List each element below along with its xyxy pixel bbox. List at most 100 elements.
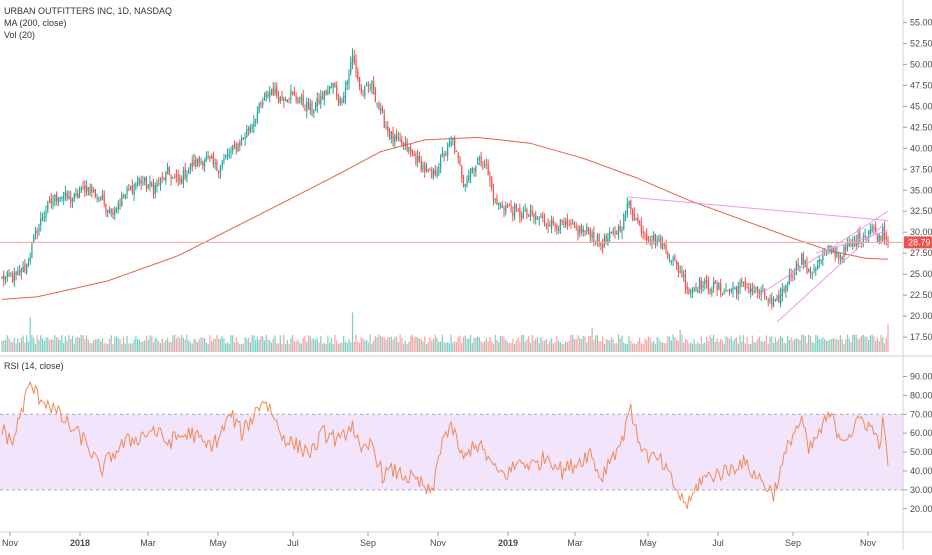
candle-body <box>314 104 317 111</box>
volume-bar <box>395 336 398 352</box>
candle-body <box>195 159 197 167</box>
volume-bar <box>535 338 537 352</box>
volume-bar <box>196 342 199 352</box>
candle-body <box>151 182 153 187</box>
candle-body <box>823 253 826 255</box>
price-tick-label: 35.00 <box>910 185 932 195</box>
candle-body <box>794 272 796 275</box>
candle-body <box>831 246 833 253</box>
candle-body <box>371 80 373 89</box>
candle-body <box>492 190 495 201</box>
candle-body <box>679 271 681 273</box>
candle-body <box>101 195 104 200</box>
candle-body <box>339 98 341 104</box>
volume-bar <box>741 341 743 352</box>
candle-body <box>473 169 475 171</box>
volume-bar <box>857 339 859 352</box>
candle-body <box>556 225 558 231</box>
candle-body <box>202 161 204 166</box>
candle-body <box>380 108 382 111</box>
vol-legend[interactable]: Vol (20) <box>4 30 36 40</box>
volume-bar <box>318 342 320 352</box>
volume-bar <box>343 335 345 352</box>
trendline[interactable] <box>815 230 889 254</box>
trendline[interactable] <box>776 225 884 323</box>
ma-legend[interactable]: MA (200, close) <box>4 18 67 28</box>
volume-bar <box>498 342 500 352</box>
rsi-tick-label: 40.00 <box>910 466 932 476</box>
volume-bar <box>397 341 399 352</box>
candle-body <box>142 182 144 184</box>
volume-bar <box>579 337 581 352</box>
symbol-title[interactable]: URBAN OUTFITTERS INC, 1D, NASDAQ <box>4 6 173 16</box>
volume-bar <box>700 336 702 352</box>
volume-bar <box>469 334 472 352</box>
candle-body <box>524 209 526 212</box>
candle-body <box>427 169 429 171</box>
candle-body <box>184 168 186 179</box>
volume-bar <box>94 339 96 352</box>
candle-body <box>554 224 556 226</box>
volume-bar <box>50 339 52 352</box>
candle-body <box>875 226 877 234</box>
candle-body <box>216 162 218 171</box>
candle-body <box>84 185 86 193</box>
candle-body <box>327 90 329 95</box>
volume-bar <box>366 340 368 352</box>
volume-bar <box>427 341 429 352</box>
volume-bar <box>522 334 524 352</box>
candle-body <box>871 227 873 232</box>
candle-body <box>454 138 456 152</box>
volume-bar <box>158 341 160 352</box>
candle-body <box>415 155 417 164</box>
candle-body <box>300 97 303 101</box>
candle-body <box>174 176 176 178</box>
volume-bar <box>593 339 595 352</box>
volume-bar <box>378 334 380 352</box>
trendline[interactable] <box>755 210 889 298</box>
candle-body <box>762 290 764 292</box>
candle-body <box>786 285 789 287</box>
candle-body <box>552 220 554 224</box>
volume-bar <box>73 343 75 352</box>
volume-bar <box>711 337 713 352</box>
volume-bar <box>126 335 128 352</box>
candle-body <box>138 178 141 183</box>
volume-bar <box>823 338 826 352</box>
rsi-legend-label[interactable]: RSI (14, close) <box>4 361 64 371</box>
volume-bar <box>418 338 421 352</box>
candle-body <box>20 269 22 274</box>
candle-body <box>802 254 805 264</box>
candle-body <box>313 111 315 113</box>
volume-bar <box>505 339 507 352</box>
volume-bar <box>410 336 412 352</box>
volume-bar <box>640 343 643 352</box>
candle-body <box>695 286 697 292</box>
volume-bar <box>292 334 294 352</box>
volume-bar <box>646 340 648 352</box>
candle-body <box>424 163 426 172</box>
candle-body <box>658 236 660 242</box>
volume-bar <box>3 340 5 352</box>
volume-bar <box>478 337 480 352</box>
volume-bar <box>337 344 340 352</box>
volume-bar <box>255 339 257 352</box>
candle-body <box>295 96 297 100</box>
volume-bar <box>639 337 641 352</box>
volume-bar <box>52 339 54 352</box>
volume-bar <box>584 336 586 352</box>
candle-body <box>63 196 65 200</box>
candle-body <box>253 121 255 127</box>
rsi-tick-label: 60.00 <box>910 428 932 438</box>
volume-bar <box>771 336 773 352</box>
trendline[interactable] <box>627 196 889 221</box>
candle-body <box>263 95 266 101</box>
volume-bar <box>538 342 540 352</box>
volume-bar <box>721 339 724 352</box>
candle-body <box>471 167 473 173</box>
candle-body <box>135 184 137 187</box>
candle-body <box>744 280 746 289</box>
volume-bar <box>61 335 63 352</box>
volume-bar <box>214 338 216 352</box>
